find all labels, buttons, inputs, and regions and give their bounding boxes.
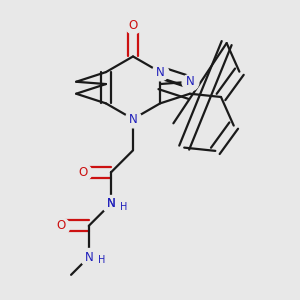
Text: H: H [120, 202, 128, 212]
Text: N: N [84, 250, 93, 264]
Text: N: N [185, 75, 194, 88]
Text: N: N [156, 66, 164, 79]
Text: N: N [106, 197, 115, 210]
Text: O: O [56, 219, 65, 232]
Text: O: O [78, 166, 87, 179]
Text: N: N [129, 112, 137, 125]
Text: O: O [128, 19, 138, 32]
Text: N: N [106, 197, 115, 210]
Text: H: H [98, 255, 106, 265]
